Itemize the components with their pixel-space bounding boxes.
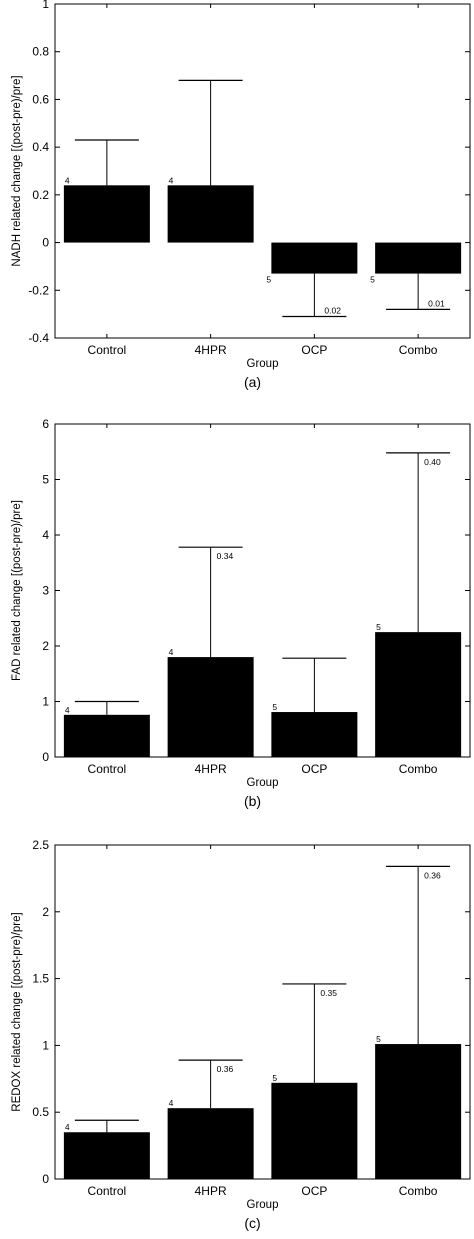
- p-value-label: 0.34: [217, 551, 234, 561]
- panel-b: 4 Control 0.34 4 4HPR 5 OCP 0.40 5 Combo 0 1 2 3 4 5 6 Gr…: [11, 417, 471, 809]
- x-tick-label: Combo: [399, 762, 438, 776]
- y-tick-label: 0: [42, 750, 49, 764]
- y-tick-label: 1: [42, 695, 49, 709]
- panel-a: 4 Control 4 4HPR 0.02 5 OCP 0.01 5 Combo -0.4 -0.2 0…: [11, 0, 471, 390]
- x-tick-label: Combo: [399, 1184, 438, 1198]
- p-value-label: 0.01: [428, 298, 445, 308]
- y-tick-label: 2: [42, 905, 49, 919]
- bar-ocp: [271, 242, 358, 274]
- p-value-label: 0.35: [320, 988, 337, 998]
- n-label: 4: [65, 705, 70, 715]
- panel-caption: (a): [244, 374, 261, 390]
- y-tick-label: 2: [42, 639, 49, 653]
- x-tick-label: OCP: [301, 1184, 327, 1198]
- p-value-label: 0.36: [424, 870, 441, 880]
- y-tick-label: 2.5: [32, 838, 49, 852]
- n-label: 5: [272, 1073, 277, 1083]
- bar-4hpr: [167, 657, 254, 757]
- y-tick-label: 0: [42, 1172, 49, 1186]
- x-tick-label: 4HPR: [195, 1184, 227, 1198]
- panel-caption: (c): [244, 1215, 260, 1231]
- p-value-label: 0.02: [324, 306, 341, 316]
- y-tick-label: 0.2: [32, 188, 49, 202]
- n-label: 5: [376, 1034, 381, 1044]
- plot-frame: [54, 3, 471, 339]
- y-tick-label: -0.4: [28, 331, 49, 345]
- y-tick-label: 0.8: [32, 45, 49, 59]
- p-value-label: 0.36: [217, 1064, 234, 1074]
- y-tick-label: 1: [42, 1038, 49, 1052]
- y-tick-label: 0.4: [32, 140, 49, 154]
- p-value-label: 0.40: [424, 457, 441, 467]
- bar-combo: [375, 632, 462, 757]
- n-label: 5: [370, 275, 375, 285]
- n-label: 4: [169, 1098, 174, 1108]
- y-tick-label: 0.5: [32, 1105, 49, 1119]
- y-tick-label: 1.5: [32, 972, 49, 986]
- n-label: 4: [169, 647, 174, 657]
- x-tick-label: OCP: [301, 343, 327, 357]
- plot-frame: [54, 844, 471, 1180]
- n-label: 4: [65, 1122, 70, 1132]
- panel-c: 4 Control 0.36 4 4HPR 0.35 5 OCP 0.36 5 Combo 0 0.5 1…: [11, 838, 471, 1231]
- x-axis-label: Group: [247, 358, 279, 370]
- bar-ocp: [271, 1082, 358, 1179]
- panel-caption: (b): [244, 793, 261, 809]
- n-label: 4: [169, 175, 174, 185]
- y-axis-label: NADH related change [(post-pre)/pre]: [11, 75, 23, 266]
- x-tick-label: Combo: [399, 343, 438, 357]
- y-tick-label: 1: [42, 0, 49, 11]
- n-label: 5: [272, 702, 277, 712]
- y-tick-label: 4: [42, 528, 49, 542]
- y-tick-label: -0.2: [28, 283, 49, 297]
- bar-combo: [375, 242, 462, 274]
- x-axis-label: Group: [247, 1199, 279, 1211]
- x-tick-label: 4HPR: [195, 762, 227, 776]
- y-tick-label: 0: [42, 236, 49, 250]
- bar-control: [63, 714, 150, 757]
- x-tick-label: Control: [88, 762, 127, 776]
- bar-combo: [375, 1044, 462, 1179]
- bar-control: [63, 185, 150, 243]
- bar-control: [63, 1132, 150, 1179]
- x-tick-label: 4HPR: [195, 343, 227, 357]
- bar-ocp: [271, 712, 358, 757]
- y-tick-label: 0.6: [32, 92, 49, 106]
- y-axis-label: FAD related change [(post-pre)/pre]: [11, 500, 23, 681]
- x-tick-label: Control: [88, 343, 127, 357]
- n-label: 4: [65, 175, 70, 185]
- n-label: 5: [266, 275, 271, 285]
- x-axis-label: Group: [247, 777, 279, 789]
- x-tick-label: OCP: [301, 762, 327, 776]
- y-tick-label: 5: [42, 473, 49, 487]
- x-tick-label: Control: [88, 1184, 127, 1198]
- n-label: 5: [376, 622, 381, 632]
- y-axis-label: REDOX related change [(post-pre)/pre]: [11, 912, 23, 1111]
- bar-4hpr: [167, 1108, 254, 1179]
- y-tick-label: 3: [42, 584, 49, 598]
- y-tick-label: 6: [42, 417, 49, 431]
- bar-4hpr: [167, 185, 254, 243]
